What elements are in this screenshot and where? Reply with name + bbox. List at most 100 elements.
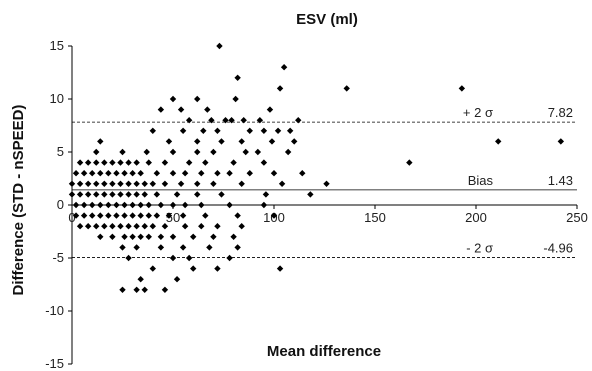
data-point bbox=[179, 127, 187, 134]
data-point bbox=[194, 95, 201, 103]
data-point bbox=[117, 159, 124, 166]
data-point bbox=[238, 223, 245, 230]
data-point bbox=[161, 159, 169, 166]
data-point bbox=[93, 191, 100, 198]
data-point bbox=[80, 212, 88, 219]
data-point bbox=[72, 212, 80, 219]
data-point bbox=[177, 180, 185, 187]
data-point bbox=[173, 191, 181, 198]
data-point bbox=[291, 138, 298, 145]
data-point bbox=[234, 244, 241, 251]
data-point bbox=[222, 117, 229, 124]
data-point bbox=[93, 180, 100, 187]
data-point bbox=[117, 180, 124, 187]
data-point bbox=[89, 212, 96, 219]
data-point bbox=[286, 127, 294, 134]
data-point bbox=[97, 138, 104, 145]
data-point bbox=[194, 138, 201, 145]
data-point bbox=[232, 95, 239, 103]
data-point bbox=[181, 170, 189, 177]
data-point bbox=[141, 286, 148, 293]
data-point bbox=[284, 148, 292, 156]
data-point bbox=[133, 223, 140, 230]
y-tick-label: 10 bbox=[50, 91, 64, 106]
data-point bbox=[210, 233, 217, 240]
data-point bbox=[185, 254, 193, 262]
data-point bbox=[145, 212, 152, 219]
data-point bbox=[169, 148, 177, 156]
data-point bbox=[230, 159, 237, 166]
data-point bbox=[117, 223, 124, 230]
data-point bbox=[260, 127, 268, 134]
data-point bbox=[137, 276, 144, 283]
data-point bbox=[119, 148, 126, 156]
data-point bbox=[177, 106, 185, 113]
data-point bbox=[280, 64, 288, 71]
data-point bbox=[125, 191, 132, 198]
data-point bbox=[157, 106, 165, 113]
data-point bbox=[137, 233, 144, 240]
data-point bbox=[278, 180, 286, 187]
reference-line-value: 1.43 bbox=[548, 173, 573, 188]
data-point bbox=[276, 265, 284, 272]
data-point bbox=[105, 201, 112, 209]
data-point bbox=[190, 265, 197, 272]
data-point bbox=[149, 223, 156, 230]
data-point bbox=[89, 201, 96, 209]
data-point bbox=[262, 191, 270, 198]
data-point bbox=[234, 74, 241, 81]
data-point bbox=[179, 212, 187, 219]
data-point bbox=[202, 159, 209, 166]
data-point bbox=[204, 106, 211, 113]
x-tick-label: 0 bbox=[68, 210, 75, 225]
data-point bbox=[89, 170, 96, 177]
data-point bbox=[226, 254, 233, 262]
data-point bbox=[105, 170, 112, 177]
data-point bbox=[169, 95, 177, 103]
data-point bbox=[101, 159, 108, 166]
data-point bbox=[210, 180, 217, 187]
data-point bbox=[117, 191, 124, 198]
data-point bbox=[133, 191, 140, 198]
data-point bbox=[109, 191, 116, 198]
data-point bbox=[119, 286, 126, 293]
chart-title: ESV (ml) bbox=[296, 11, 358, 28]
data-point bbox=[68, 191, 76, 198]
data-point bbox=[228, 117, 235, 124]
data-point bbox=[68, 180, 76, 187]
data-point bbox=[101, 180, 108, 187]
data-point bbox=[495, 138, 502, 145]
data-point bbox=[101, 223, 108, 230]
data-point bbox=[133, 180, 140, 187]
data-point bbox=[200, 127, 207, 134]
y-tick-label: 15 bbox=[50, 38, 64, 53]
data-point bbox=[109, 159, 116, 166]
y-tick-label: -15 bbox=[45, 356, 64, 371]
data-point bbox=[240, 117, 247, 124]
data-point bbox=[169, 201, 177, 209]
data-point bbox=[84, 223, 92, 230]
data-point bbox=[72, 201, 80, 209]
data-point bbox=[214, 127, 221, 134]
data-point bbox=[125, 223, 132, 230]
data-point bbox=[458, 85, 466, 92]
data-point bbox=[218, 138, 225, 145]
data-point bbox=[133, 286, 140, 293]
data-point bbox=[194, 148, 201, 156]
data-point bbox=[145, 201, 152, 209]
reference-line-value: -4.96 bbox=[543, 241, 573, 256]
data-point bbox=[173, 276, 181, 283]
data-point bbox=[97, 233, 104, 240]
reference-line-label: + 2 σ bbox=[463, 105, 493, 120]
data-point bbox=[109, 233, 116, 240]
data-point bbox=[218, 191, 225, 198]
y-axis: -15 -10 -5 0 5 10 15 bbox=[45, 38, 73, 371]
x-tick-label: 250 bbox=[566, 210, 588, 225]
reference-lines: + 2 σ 7.82 Bias 1.43 - 2 σ -4.96 bbox=[72, 105, 577, 258]
data-point bbox=[149, 265, 156, 272]
data-point bbox=[84, 180, 92, 187]
data-point bbox=[125, 254, 132, 262]
data-point bbox=[268, 138, 276, 145]
data-point bbox=[145, 233, 152, 240]
scatter-points bbox=[68, 42, 565, 293]
